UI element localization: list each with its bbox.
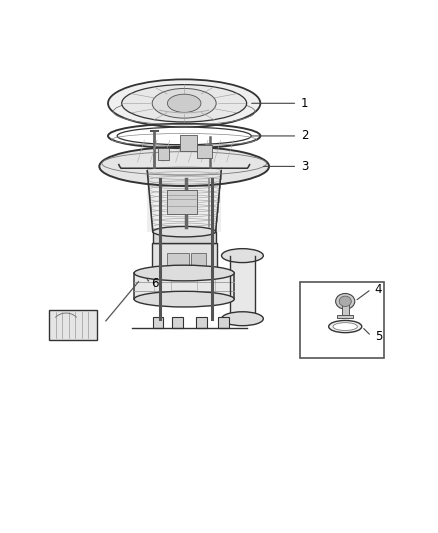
Ellipse shape [122, 85, 247, 122]
Ellipse shape [108, 79, 260, 127]
Ellipse shape [167, 94, 201, 112]
Bar [230, 256, 255, 319]
Ellipse shape [222, 249, 263, 263]
Bar [180, 135, 197, 151]
Bar [197, 144, 212, 158]
Bar [167, 254, 188, 269]
Bar [337, 315, 353, 318]
Ellipse shape [99, 147, 269, 186]
Bar [152, 243, 217, 273]
Bar [196, 318, 207, 328]
Bar [218, 318, 229, 328]
Ellipse shape [117, 127, 251, 144]
Bar [300, 282, 385, 358]
Bar [153, 318, 163, 328]
Ellipse shape [336, 294, 355, 309]
Ellipse shape [333, 322, 357, 330]
Ellipse shape [152, 88, 216, 118]
Ellipse shape [134, 292, 234, 307]
Bar [173, 318, 183, 328]
Ellipse shape [328, 320, 362, 333]
Bar [191, 254, 206, 271]
Text: 4: 4 [375, 282, 382, 296]
Bar [134, 273, 234, 299]
Ellipse shape [134, 265, 234, 281]
Ellipse shape [153, 227, 215, 237]
Ellipse shape [108, 124, 260, 148]
Bar [147, 171, 221, 232]
Bar [158, 148, 169, 160]
Text: 6: 6 [152, 277, 159, 289]
Text: 5: 5 [375, 329, 382, 343]
Ellipse shape [222, 312, 263, 326]
Text: 1: 1 [301, 97, 308, 110]
Ellipse shape [339, 296, 351, 306]
Bar [153, 232, 215, 243]
Bar [342, 301, 349, 317]
Text: 3: 3 [301, 160, 308, 173]
Bar [167, 190, 197, 214]
Bar [49, 310, 97, 341]
Text: 2: 2 [301, 130, 308, 142]
